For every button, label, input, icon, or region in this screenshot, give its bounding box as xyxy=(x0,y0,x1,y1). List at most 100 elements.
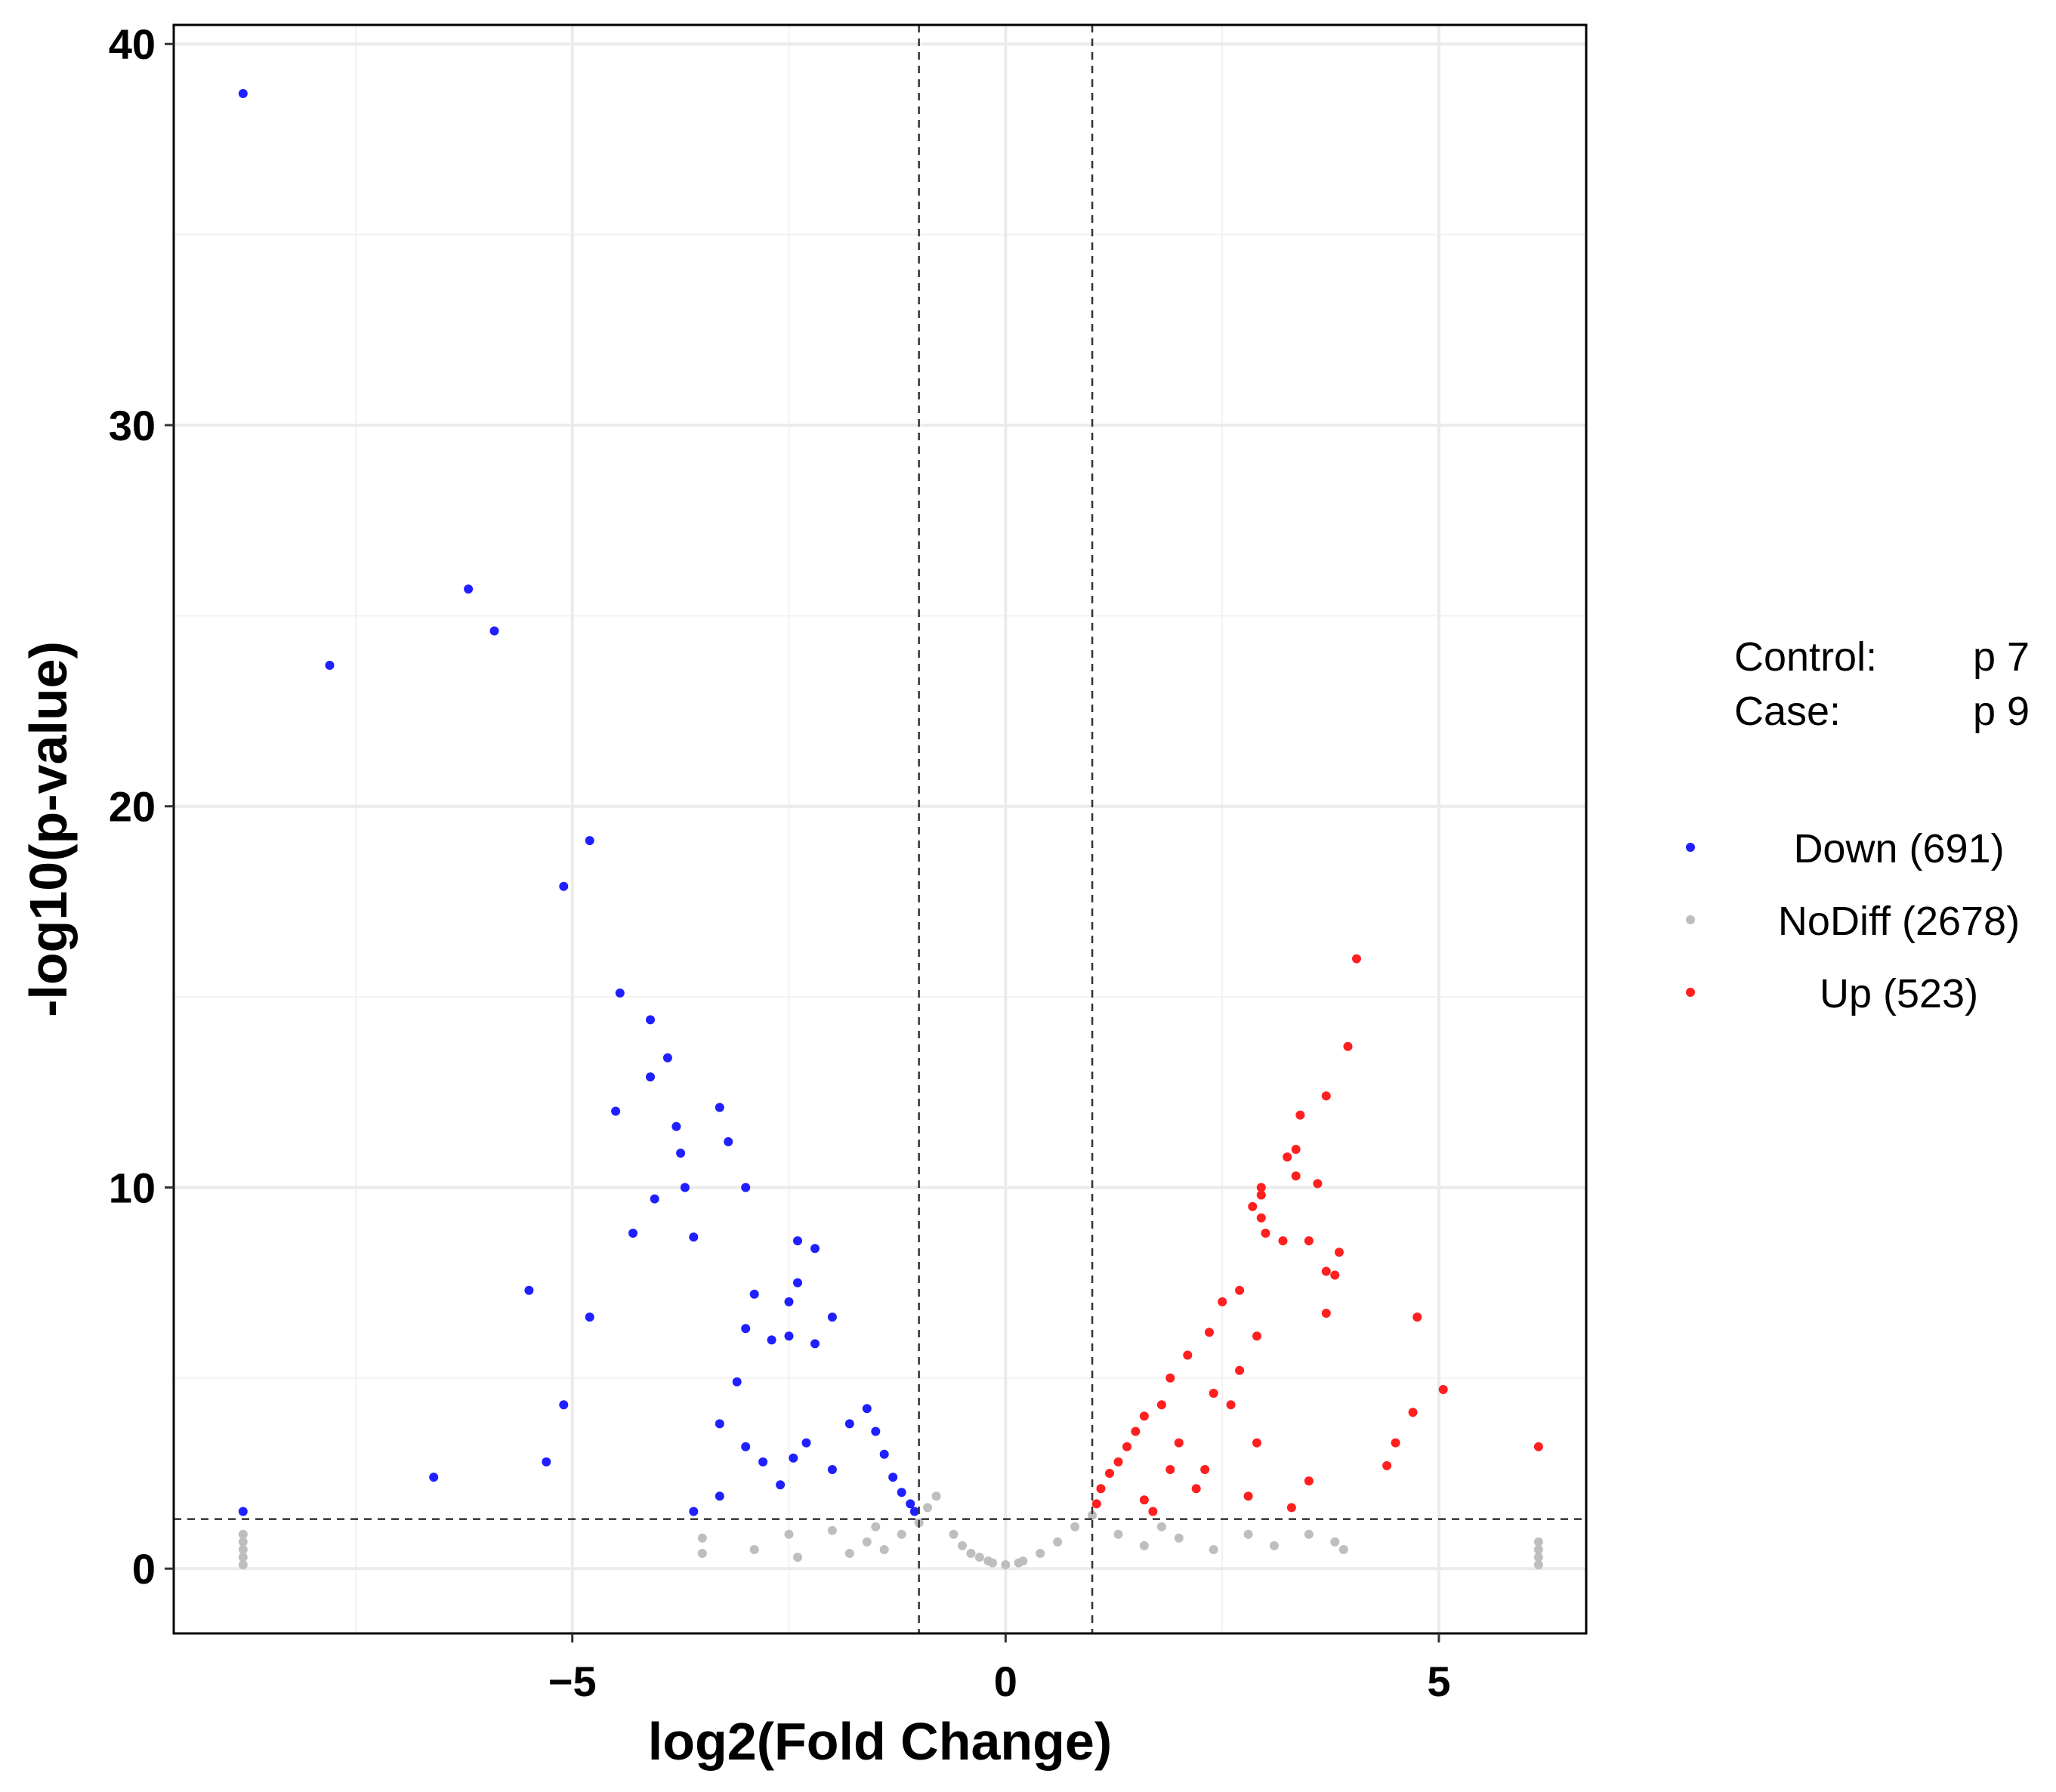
point-nodiff xyxy=(988,1558,998,1568)
point-nodiff xyxy=(238,1529,248,1539)
x-axis-ticks: −5 0 5 xyxy=(548,1633,1451,1705)
point-up xyxy=(1139,1411,1149,1421)
point-nodiff xyxy=(238,1545,248,1554)
x-tick-label: 5 xyxy=(1427,1658,1450,1705)
y-tick-label: 40 xyxy=(109,20,156,68)
point-down xyxy=(238,1507,248,1516)
point-down xyxy=(585,1312,594,1322)
point-down xyxy=(827,1465,837,1474)
point-nodiff xyxy=(1001,1560,1011,1570)
point-nodiff xyxy=(1070,1522,1080,1531)
point-down xyxy=(801,1438,811,1448)
point-up xyxy=(1256,1190,1266,1200)
point-down xyxy=(646,1015,655,1025)
point-nodiff xyxy=(1533,1537,1543,1547)
point-nodiff xyxy=(974,1553,984,1562)
data-points xyxy=(238,88,1543,1570)
point-nodiff xyxy=(879,1545,889,1554)
point-nodiff xyxy=(844,1549,854,1558)
point-up xyxy=(1335,1248,1344,1257)
y-axis-ticks: 0 10 20 30 40 xyxy=(109,20,174,1593)
point-nodiff xyxy=(238,1537,248,1547)
point-down xyxy=(741,1324,751,1334)
point-down xyxy=(871,1427,881,1436)
point-nodiff xyxy=(697,1533,707,1543)
point-down xyxy=(897,1488,906,1497)
point-nodiff xyxy=(1243,1529,1253,1539)
point-up xyxy=(1131,1427,1141,1436)
point-up xyxy=(1148,1507,1158,1516)
point-up xyxy=(1096,1484,1106,1494)
point-up xyxy=(1286,1503,1296,1513)
point-down xyxy=(662,1053,672,1063)
point-nodiff xyxy=(1036,1549,1045,1558)
point-up xyxy=(1283,1152,1292,1162)
point-down xyxy=(909,1507,919,1516)
control-value: p 7 xyxy=(1973,634,2030,680)
point-down xyxy=(844,1419,854,1429)
point-down xyxy=(680,1183,690,1192)
point-down xyxy=(238,88,248,98)
point-nodiff xyxy=(1304,1529,1314,1539)
point-down xyxy=(650,1194,659,1204)
point-down xyxy=(724,1137,733,1146)
point-up xyxy=(1235,1365,1245,1375)
point-down xyxy=(715,1103,724,1112)
point-down xyxy=(615,989,625,998)
point-down xyxy=(888,1473,898,1482)
point-up xyxy=(1113,1457,1123,1467)
legend-key-down xyxy=(1686,843,1695,852)
point-nodiff xyxy=(749,1545,759,1554)
point-up xyxy=(1391,1438,1400,1448)
minor-gridlines xyxy=(174,25,1586,1633)
point-nodiff xyxy=(793,1553,802,1562)
point-nodiff xyxy=(958,1541,967,1550)
point-nodiff xyxy=(1053,1537,1063,1547)
point-nodiff xyxy=(897,1529,906,1539)
point-down xyxy=(741,1442,751,1451)
point-nodiff xyxy=(238,1560,248,1570)
point-down xyxy=(810,1339,820,1349)
point-nodiff xyxy=(966,1549,976,1558)
y-tick-label: 10 xyxy=(109,1164,156,1211)
case-value: p 9 xyxy=(1973,689,2030,734)
x-tick-label: 0 xyxy=(994,1658,1017,1705)
point-up xyxy=(1313,1179,1323,1189)
point-up xyxy=(1343,1041,1353,1051)
point-up xyxy=(1295,1110,1305,1120)
point-up xyxy=(1156,1400,1166,1410)
point-up xyxy=(1382,1460,1392,1470)
point-up xyxy=(1321,1309,1331,1318)
point-up xyxy=(1352,954,1361,964)
point-nodiff xyxy=(1014,1558,1023,1568)
point-nodiff xyxy=(1156,1522,1166,1531)
point-nodiff xyxy=(1088,1510,1097,1520)
point-down xyxy=(559,881,569,891)
point-down xyxy=(827,1312,837,1322)
point-down xyxy=(784,1331,794,1341)
point-up xyxy=(1533,1442,1543,1451)
major-gridlines xyxy=(174,25,1586,1633)
x-axis-title: log2(Fold Change) xyxy=(648,1712,1112,1771)
point-nodiff xyxy=(1113,1529,1123,1539)
point-up xyxy=(1321,1091,1331,1101)
point-down xyxy=(741,1183,751,1192)
point-up xyxy=(1330,1270,1340,1280)
point-down xyxy=(429,1473,439,1482)
y-axis-title: -log10(p-value) xyxy=(19,641,78,1017)
point-down xyxy=(585,836,594,846)
point-nodiff xyxy=(1330,1537,1340,1547)
point-down xyxy=(559,1400,569,1410)
point-down xyxy=(489,626,499,636)
x-tick-label: −5 xyxy=(548,1658,597,1705)
legend-key-up xyxy=(1686,988,1695,997)
legend-key-nodiff xyxy=(1686,915,1695,924)
point-down xyxy=(767,1335,776,1345)
point-down xyxy=(671,1121,681,1131)
point-up xyxy=(1412,1312,1422,1322)
point-up xyxy=(1256,1213,1266,1223)
point-up xyxy=(1252,1438,1261,1448)
point-up xyxy=(1205,1328,1214,1337)
point-nodiff xyxy=(1533,1560,1543,1570)
legend-label-nodiff: NoDiff (2678) xyxy=(1778,899,2020,944)
